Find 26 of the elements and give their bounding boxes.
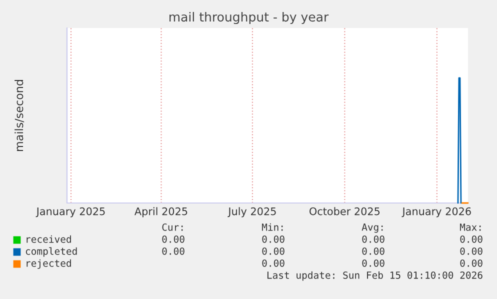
x-tick-label: July 2025 (228, 207, 276, 218)
text: Cur: (162, 223, 183, 231)
x-tick-label: April 2025 (134, 207, 188, 218)
text: 0.00 (262, 259, 284, 267)
legend-label: received (26, 235, 71, 243)
legend-label: rejected (26, 259, 71, 269)
text: 0.00 (362, 247, 384, 255)
x-tick-label: January 2026 (402, 207, 471, 218)
legend-label: completed (26, 247, 77, 257)
text: Min: (262, 223, 283, 231)
text: 0.00 (262, 247, 284, 255)
x-tick-label: October 2025 (310, 207, 380, 216)
text: 0.00 (460, 259, 482, 267)
text: Max: (460, 224, 481, 231)
text: 0.00 (362, 259, 384, 267)
text: 0.00 (262, 235, 284, 243)
y-axis-title: mails/second (14, 80, 24, 151)
text: 0.00 (362, 235, 384, 243)
text: Last update: Sun Feb 15 01:10:00 2026 (267, 271, 482, 281)
text: 0.00 (162, 235, 184, 243)
text: 0.00 (460, 247, 482, 255)
text: 0.00 (162, 247, 184, 255)
text: Avg: (362, 224, 383, 233)
text: 0.00 (460, 235, 482, 243)
chart-title: mail throughput - by year (170, 12, 329, 24)
x-tick-label: January 2025 (36, 207, 105, 218)
